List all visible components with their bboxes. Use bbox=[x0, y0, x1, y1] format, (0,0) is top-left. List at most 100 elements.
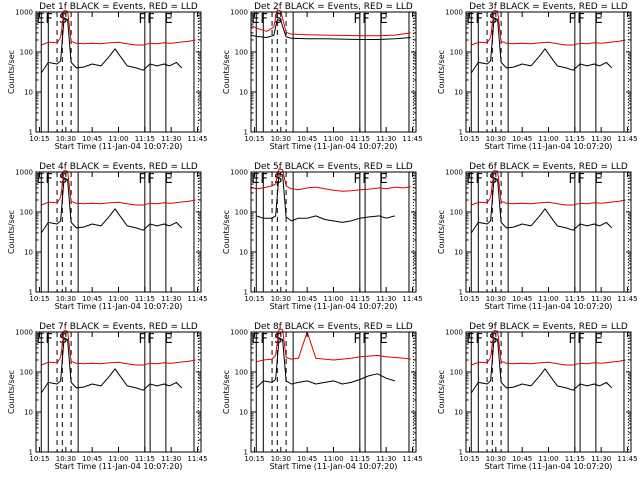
x-tick-label: 11:45 bbox=[187, 135, 207, 143]
region-label: F bbox=[577, 12, 584, 27]
marker-lines bbox=[255, 332, 414, 452]
x-tick-label: 10:15 bbox=[459, 135, 479, 143]
y-tick-label: 10 bbox=[24, 249, 33, 257]
x-axis-label: Start Time (11-Jan-04 10:07:20) bbox=[270, 462, 398, 471]
x-tick-label: 10:30 bbox=[271, 135, 291, 143]
x-tick-label: 11:45 bbox=[402, 455, 422, 463]
region-label: E bbox=[251, 172, 259, 187]
x-tick-label: 11:30 bbox=[591, 135, 611, 143]
x-tick-label: 11:15 bbox=[565, 295, 585, 303]
region-label: F bbox=[475, 12, 482, 27]
plot-frame bbox=[465, 171, 632, 293]
region-label: E bbox=[466, 332, 474, 347]
marker-lines bbox=[470, 12, 629, 132]
region-label: F bbox=[577, 332, 584, 347]
y-tick-label: 1000 bbox=[15, 169, 33, 177]
y-tick-label: 1 bbox=[244, 449, 248, 457]
region-label: E bbox=[36, 12, 44, 27]
x-tick-label: 10:45 bbox=[297, 455, 317, 463]
x-tick-label: 10:15 bbox=[459, 295, 479, 303]
plot-frame bbox=[250, 11, 417, 133]
y-tick-label: 1000 bbox=[15, 9, 33, 17]
lld-series-line bbox=[41, 9, 196, 46]
x-tick-label: 11:00 bbox=[108, 455, 128, 463]
panel-title: Det 7f BLACK = Events, RED = LLD bbox=[39, 322, 198, 332]
y-tick-label: 1 bbox=[459, 289, 463, 297]
region-label: E bbox=[251, 12, 259, 27]
y-axis-label: Counts/sec bbox=[222, 370, 231, 414]
events-series-line bbox=[250, 19, 411, 40]
region-label: E bbox=[466, 12, 474, 27]
region-label: F bbox=[577, 172, 584, 187]
y-tick-label: 1 bbox=[459, 129, 463, 137]
x-tick-label: 11:45 bbox=[617, 135, 637, 143]
x-tick-label: 11:45 bbox=[187, 455, 207, 463]
x-tick-label: 11:30 bbox=[376, 455, 396, 463]
x-tick-label: 11:45 bbox=[402, 295, 422, 303]
x-axis-label: Start Time (11-Jan-04 10:07:20) bbox=[270, 142, 398, 151]
panel-title: Det 5f BLACK = Events, RED = LLD bbox=[254, 162, 413, 172]
region-label: F bbox=[568, 332, 575, 347]
x-tick-label: 10:45 bbox=[297, 295, 317, 303]
lld-series-line bbox=[256, 328, 411, 363]
y-tick-label: 1 bbox=[29, 289, 33, 297]
lld-series-line bbox=[471, 329, 626, 366]
y-tick-label: 100 bbox=[450, 209, 463, 217]
marker-lines bbox=[255, 12, 414, 132]
lld-series-line bbox=[41, 169, 196, 206]
region-label: F bbox=[475, 332, 482, 347]
x-tick-label: 11:30 bbox=[161, 295, 181, 303]
x-tick-label: 11:15 bbox=[350, 135, 370, 143]
lld-series-line bbox=[471, 169, 626, 206]
events-series-line bbox=[40, 337, 183, 394]
y-tick-label: 1 bbox=[29, 449, 33, 457]
region-label: E bbox=[379, 172, 387, 187]
region-label: F bbox=[353, 332, 360, 347]
x-axis-label: Start Time (11-Jan-04 10:07:20) bbox=[270, 302, 398, 311]
lld-series-line bbox=[471, 9, 626, 46]
y-tick-label: 1 bbox=[459, 449, 463, 457]
y-tick-label: 10 bbox=[454, 249, 463, 257]
x-axis-label: Start Time (11-Jan-04 10:07:20) bbox=[55, 142, 183, 151]
events-series-line bbox=[255, 337, 396, 389]
x-tick-label: 11:15 bbox=[350, 455, 370, 463]
x-tick-label: 11:00 bbox=[323, 455, 343, 463]
region-label: F bbox=[475, 172, 482, 187]
x-tick-label: 10:15 bbox=[29, 455, 49, 463]
x-axis-label: Start Time (11-Jan-04 10:07:20) bbox=[485, 302, 613, 311]
x-tick-label: 11:15 bbox=[135, 135, 155, 143]
events-series-line bbox=[40, 17, 183, 74]
events-series-line bbox=[470, 177, 613, 234]
y-tick-label: 10 bbox=[24, 409, 33, 417]
region-label: E bbox=[251, 332, 259, 347]
x-tick-label: 11:45 bbox=[187, 295, 207, 303]
x-tick-label: 10:45 bbox=[512, 295, 532, 303]
y-axis-label: Counts/sec bbox=[222, 210, 231, 254]
x-tick-label: 10:30 bbox=[271, 455, 291, 463]
marker-lines bbox=[40, 332, 199, 452]
x-tick-label: 11:30 bbox=[376, 135, 396, 143]
y-tick-label: 100 bbox=[235, 209, 248, 217]
y-tick-label: 100 bbox=[450, 369, 463, 377]
x-tick-label: 11:30 bbox=[161, 135, 181, 143]
y-tick-label: 100 bbox=[20, 209, 33, 217]
y-axis-label: Counts/sec bbox=[7, 370, 16, 414]
y-tick-label: 10 bbox=[239, 249, 248, 257]
x-tick-label: 10:30 bbox=[486, 455, 506, 463]
region-label: E bbox=[164, 172, 172, 187]
y-tick-label: 100 bbox=[20, 49, 33, 57]
region-label: F bbox=[138, 332, 145, 347]
x-tick-label: 10:15 bbox=[459, 455, 479, 463]
region-label: E bbox=[594, 12, 602, 27]
region-label: F bbox=[45, 332, 52, 347]
y-tick-label: 1000 bbox=[445, 169, 463, 177]
y-axis-label: Counts/sec bbox=[437, 50, 446, 94]
panel-title: Det 4f BLACK = Events, RED = LLD bbox=[39, 162, 198, 172]
region-label: F bbox=[147, 172, 154, 187]
x-tick-label: 11:15 bbox=[135, 455, 155, 463]
x-tick-label: 11:00 bbox=[538, 295, 558, 303]
